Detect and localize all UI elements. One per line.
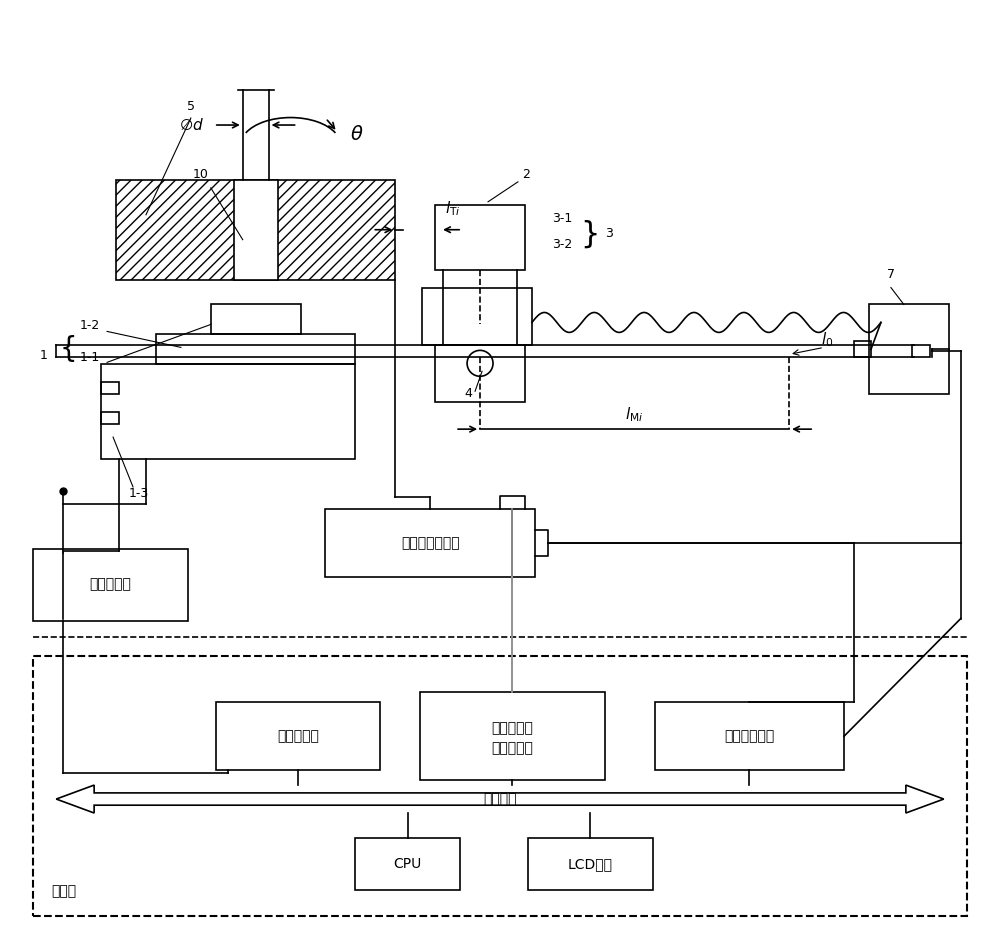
Text: 4: 4 bbox=[464, 387, 472, 400]
Text: 工控机: 工控机 bbox=[51, 884, 76, 898]
Text: {: { bbox=[59, 335, 77, 363]
Text: 1-1: 1-1 bbox=[79, 351, 99, 364]
Bar bbox=[355, 838, 460, 890]
Bar bbox=[234, 180, 278, 280]
Text: $\varnothing d$: $\varnothing d$ bbox=[179, 117, 204, 133]
Text: $l_{\mathrm{T}i}$: $l_{\mathrm{T}i}$ bbox=[445, 199, 461, 217]
Text: $l_{\mathrm{M}i}$: $l_{\mathrm{M}i}$ bbox=[625, 405, 644, 424]
Text: LCD单元: LCD单元 bbox=[568, 857, 613, 871]
Text: 步进电机驱动器: 步进电机驱动器 bbox=[401, 536, 460, 549]
Text: 1-2: 1-2 bbox=[79, 320, 99, 332]
Bar bbox=[101, 364, 355, 459]
Text: 7: 7 bbox=[887, 268, 895, 281]
Text: $\theta$: $\theta$ bbox=[350, 125, 364, 144]
Bar bbox=[422, 288, 532, 345]
Text: 1-3: 1-3 bbox=[129, 487, 149, 500]
Text: 3-1: 3-1 bbox=[552, 212, 572, 225]
Text: 系统总线: 系统总线 bbox=[483, 792, 517, 806]
Bar bbox=[435, 205, 525, 270]
Bar bbox=[156, 334, 355, 364]
Bar bbox=[101, 412, 119, 424]
Bar bbox=[912, 345, 930, 358]
Bar bbox=[211, 305, 301, 334]
Text: 3: 3 bbox=[605, 227, 613, 240]
Text: }: } bbox=[580, 219, 599, 249]
Bar bbox=[528, 838, 653, 890]
Text: 2: 2 bbox=[522, 168, 530, 181]
Bar bbox=[435, 345, 525, 402]
Text: 伺服驱动器: 伺服驱动器 bbox=[90, 578, 132, 591]
Bar bbox=[101, 382, 119, 394]
Text: 感器采集卡: 感器采集卡 bbox=[492, 741, 533, 755]
Bar bbox=[655, 702, 844, 771]
Bar bbox=[869, 305, 949, 394]
Text: 编码器计数卡: 编码器计数卡 bbox=[724, 729, 774, 743]
Text: 5: 5 bbox=[187, 100, 195, 113]
Text: CPU: CPU bbox=[394, 857, 422, 871]
Bar bbox=[325, 509, 535, 577]
Text: 10: 10 bbox=[193, 168, 209, 181]
Text: 运动控制卡: 运动控制卡 bbox=[277, 729, 319, 743]
Bar bbox=[33, 549, 188, 621]
Bar bbox=[33, 657, 967, 916]
Text: $l_0$: $l_0$ bbox=[821, 330, 833, 349]
Bar bbox=[216, 702, 380, 771]
Bar bbox=[116, 180, 395, 280]
Bar bbox=[420, 693, 605, 780]
Bar bbox=[854, 342, 871, 358]
Text: 激光位移传: 激光位移传 bbox=[492, 721, 533, 735]
Text: 3-2: 3-2 bbox=[552, 237, 572, 251]
Text: 1: 1 bbox=[39, 349, 47, 363]
